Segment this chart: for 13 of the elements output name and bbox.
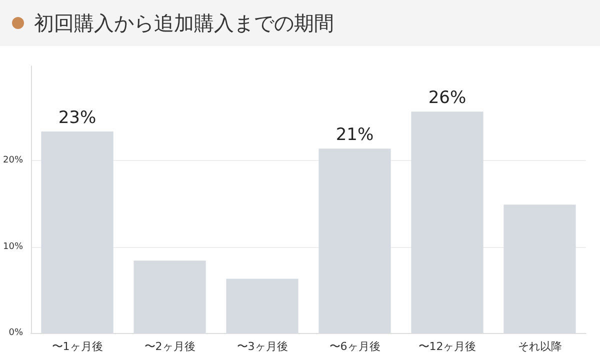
data-label: 21% bbox=[336, 125, 374, 146]
x-tick-label: 〜3ヶ月後 bbox=[236, 340, 288, 353]
x-tick-label: 〜6ヶ月後 bbox=[329, 340, 380, 353]
y-tick-label: 20% bbox=[2, 156, 24, 166]
x-tick-label: それ以降 bbox=[518, 340, 562, 353]
y-tick-label: 0% bbox=[8, 328, 24, 338]
data-label: 26% bbox=[428, 88, 466, 108]
x-tick-label: 〜1ヶ月後 bbox=[52, 340, 103, 353]
x-tick-label: 〜2ヶ月後 bbox=[144, 340, 196, 353]
y-tick-label: 10% bbox=[2, 242, 24, 252]
chart-title: 初回購入から追加購入までの期間 bbox=[34, 10, 334, 36]
data-label: 23% bbox=[58, 108, 96, 128]
x-tick-label: 〜12ヶ月後 bbox=[418, 340, 476, 353]
